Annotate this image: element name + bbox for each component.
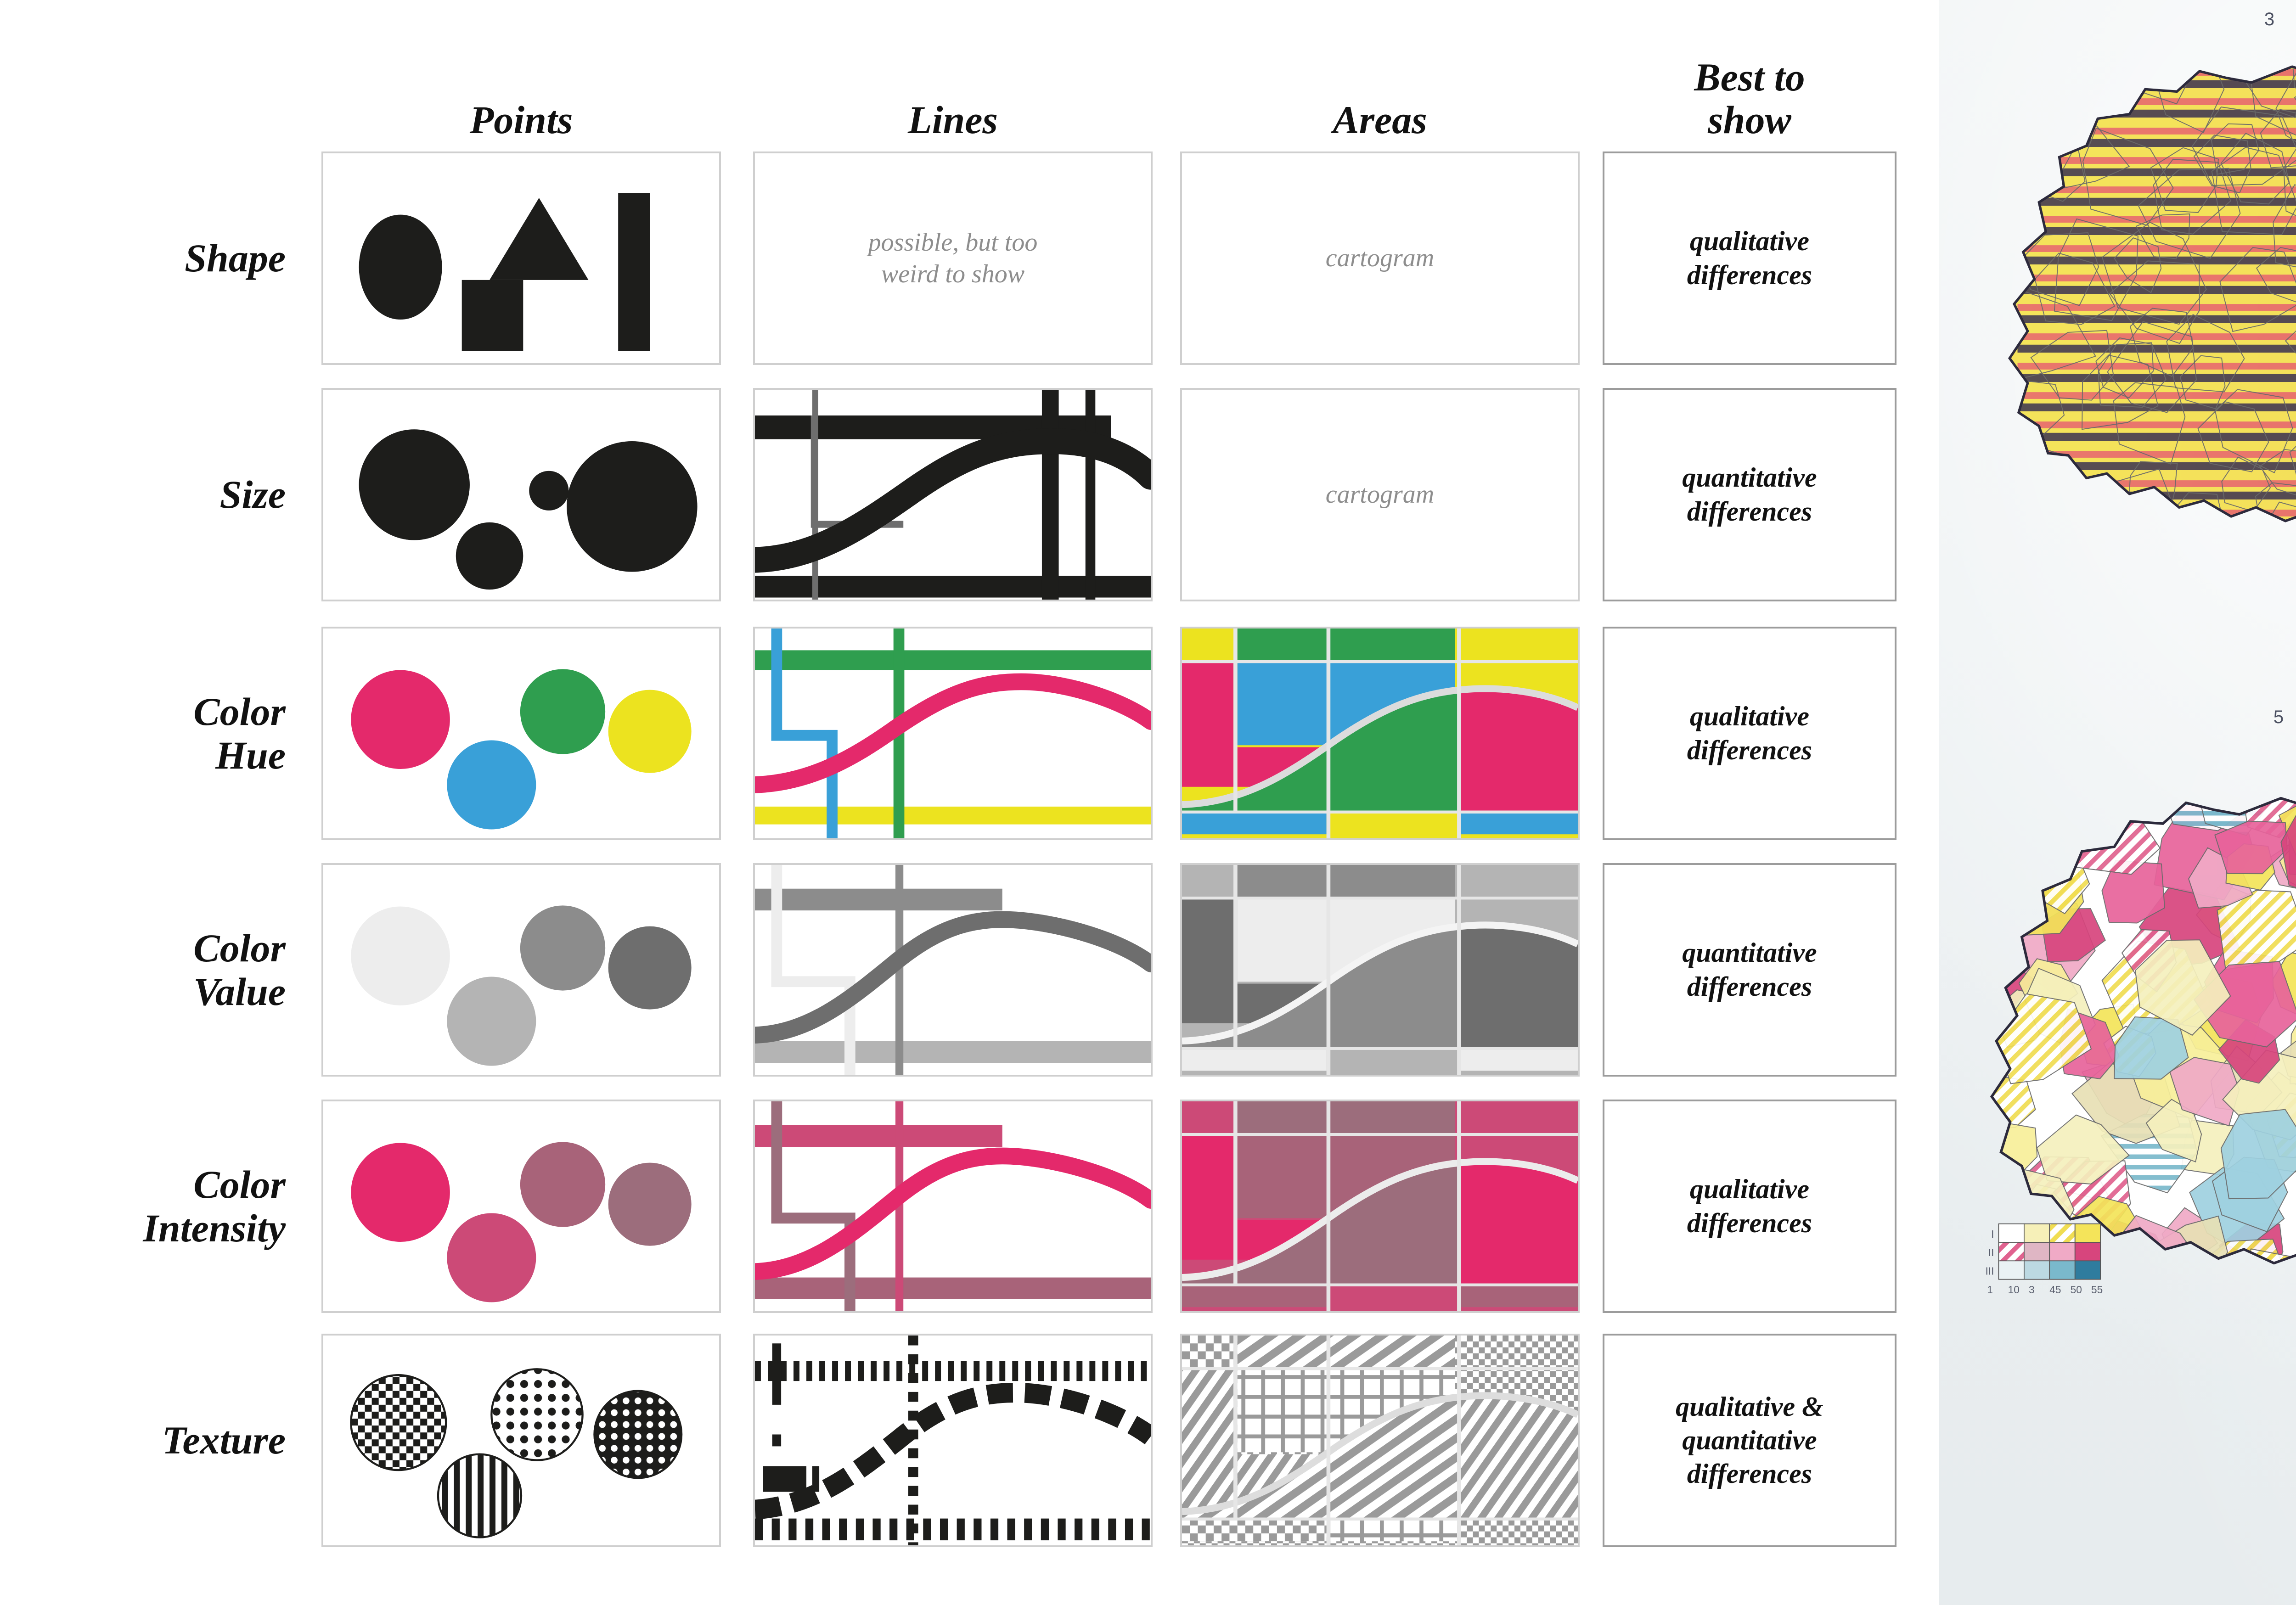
cell-texture-points [321, 1334, 721, 1547]
viz-color-hue-areas [1182, 629, 1578, 838]
svg-text:55: 55 [2091, 1284, 2103, 1296]
cell-color-hue-lines [753, 627, 1153, 840]
column-header-points: Points [469, 98, 573, 142]
svg-text:10: 10 [2008, 1284, 2020, 1296]
cell-color-hue-points [321, 627, 721, 840]
column-header-lines: Lines [908, 98, 998, 142]
viz-size-lines [755, 390, 1151, 600]
cell-text-shape-areas: cartogram [1325, 244, 1435, 273]
visual-variables-matrix: Points Lines Areas Best to show Shape Size Col… [143, 55, 1896, 1547]
cell-text-size-areas: cartogram [1325, 480, 1435, 509]
cell-color-hue-best: qualitative differences [1603, 627, 1896, 840]
viz-color-intensity-points [351, 1142, 692, 1302]
m3-svg [2008, 62, 2296, 522]
cell-shape-best: qualitative differences [1603, 152, 1896, 365]
cell-text-color-hue-best: qualitative differences [1687, 701, 1812, 765]
viz-color-hue-lines [755, 629, 1151, 838]
svg-text:50: 50 [2071, 1284, 2082, 1296]
cell-color-intensity-best: qualitative differences [1603, 1100, 1896, 1313]
viz-texture-areas [1182, 1336, 1578, 1545]
cell-texture-areas [1180, 1334, 1580, 1547]
row-label-color-value: Color Value [193, 926, 286, 1014]
cell-size-lines [753, 388, 1153, 601]
viz-color-value-areas [1182, 865, 1578, 1075]
column-header-best: Best to show [1694, 55, 1805, 142]
viz-texture-lines [755, 1336, 1151, 1545]
cell-size-areas: cartogram [1180, 388, 1580, 601]
map-5: 5 I II III 1 10 3 45 50 55 [1971, 707, 2296, 1341]
cell-color-value-points [321, 863, 721, 1077]
map-3-number: 3 [2264, 9, 2275, 29]
cell-texture-lines [753, 1334, 1153, 1547]
row-label-texture: Texture [162, 1418, 286, 1463]
viz-texture-points [350, 1368, 683, 1538]
cell-color-intensity-areas [1180, 1100, 1580, 1313]
cell-shape-lines: possible, but too weird to show [753, 152, 1153, 365]
cell-color-intensity-lines [753, 1100, 1153, 1313]
cell-color-value-areas [1180, 863, 1580, 1077]
cell-color-value-best: quantitative differences [1603, 863, 1896, 1077]
svg-text:II: II [1988, 1246, 1994, 1258]
cell-size-best: quantitative differences [1603, 388, 1896, 601]
cell-text-color-value-best: quantitative differences [1682, 937, 1817, 1002]
row-label-size: Size [219, 472, 286, 517]
cell-text-texture-best: qualitative & quantitative differences [1676, 1391, 1823, 1489]
cell-shape-areas: cartogram [1180, 152, 1580, 365]
svg-text:45: 45 [2049, 1284, 2061, 1296]
svg-text:III: III [1985, 1265, 1994, 1277]
viz-color-intensity-lines [755, 1101, 1151, 1311]
column-header-areas: Areas [1333, 98, 1427, 142]
svg-text:1: 1 [1987, 1284, 1993, 1296]
row-label-color-hue: Color Hue [193, 689, 286, 777]
svg-text:3: 3 [2029, 1284, 2035, 1296]
viz-color-value-lines [755, 865, 1151, 1075]
row-label-color-intensity: Color Intensity [143, 1162, 286, 1250]
cell-text-size-best: quantitative differences [1682, 462, 1817, 527]
scanned-atlas-page: sformer ation me 34IIIIII1510255075pers … [1939, 0, 2296, 1605]
map-5-number: 5 [2273, 707, 2284, 727]
viz-shape-points [359, 193, 650, 351]
cell-color-intensity-points [321, 1100, 721, 1313]
cell-color-hue-areas [1180, 627, 1580, 840]
row-label-shape: Shape [185, 236, 286, 281]
viz-color-intensity-areas [1182, 1101, 1578, 1311]
cell-size-points [321, 388, 721, 601]
viz-color-value-points [351, 905, 692, 1066]
map-3: 3 [1989, 9, 2296, 560]
cell-texture-best: qualitative & quantitative differences [1603, 1334, 1896, 1547]
viz-color-hue-points [351, 669, 692, 830]
cell-text-color-intensity-best: qualitative differences [1687, 1174, 1812, 1238]
cell-text-shape-lines: possible, but too weird to show [868, 228, 1038, 288]
viz-size-points [359, 429, 698, 590]
svg-text:I: I [1991, 1228, 1994, 1240]
cell-text-shape-best: qualitative differences [1687, 226, 1812, 290]
cell-shape-points [321, 152, 721, 365]
cell-color-value-lines [753, 863, 1153, 1077]
